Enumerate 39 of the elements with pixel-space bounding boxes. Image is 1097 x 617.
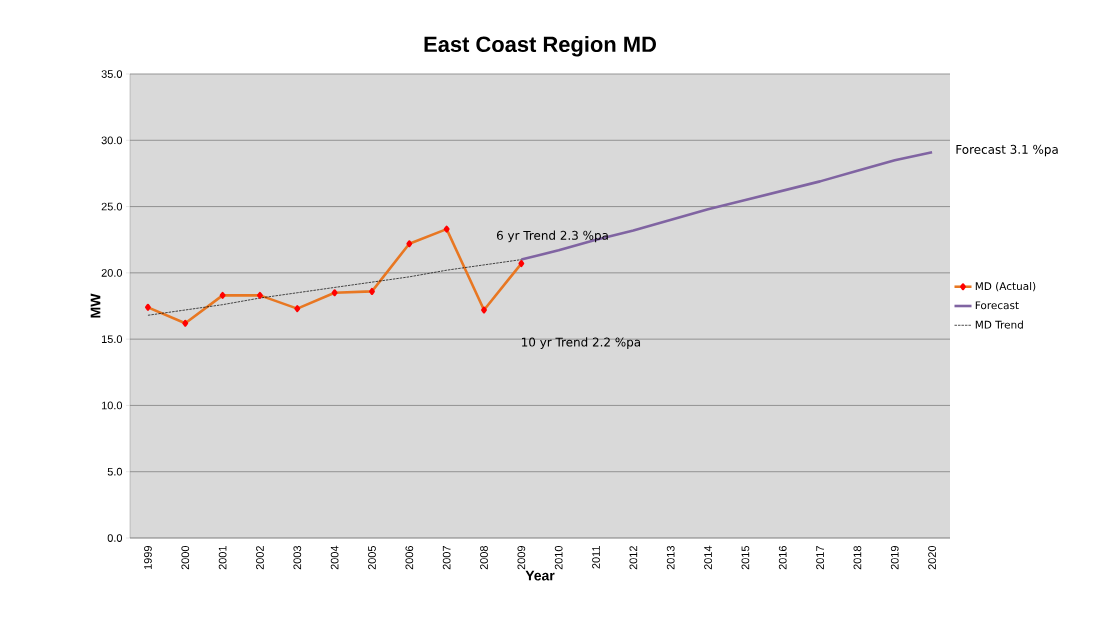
x-tick-label: 2011 xyxy=(592,546,600,569)
annotation: 10 yr Trend 2.2 %pa xyxy=(522,337,641,349)
y-tick-label: 30.0 xyxy=(101,136,123,145)
legend-label: Forecast xyxy=(975,301,1019,310)
y-tick-label: 20.0 xyxy=(101,268,123,277)
chart-title: East Coast Region MD xyxy=(424,35,656,57)
x-tick-label: 2013 xyxy=(666,546,675,570)
x-tick-label: 2004 xyxy=(330,545,339,570)
x-tick-label: 2009 xyxy=(517,546,526,570)
x-tick-label: 2005 xyxy=(368,545,376,570)
text: Forecast 3.1 %pa xyxy=(956,144,1058,157)
x-tick-label: 2012 xyxy=(629,546,638,570)
x-tick-label: 2020 xyxy=(928,545,936,570)
x-tick-label: 2000 xyxy=(181,545,190,570)
x-tick-label: 2007 xyxy=(442,546,451,570)
x-tick-label: 2010 xyxy=(554,545,563,570)
legend-label: MD (Actual) xyxy=(975,282,1036,292)
y-tick-label: 0.0 xyxy=(107,534,123,542)
y-tick-label: 10.0 xyxy=(101,401,123,410)
x-tick-label: 2002 xyxy=(256,546,264,570)
y-tick-label: 25.0 xyxy=(101,202,123,211)
x-tick-label: 2019 xyxy=(890,546,899,570)
x-tick-label: 2017 xyxy=(816,546,824,570)
x-tick-label: 2008 xyxy=(480,546,488,570)
x-tick-label: 2014 xyxy=(704,545,712,570)
annotation: 6 yr Trend 2.3 %pa xyxy=(496,230,608,243)
x-tick-label: 2016 xyxy=(778,546,787,570)
x-tick-label: 2001 xyxy=(218,546,227,570)
x-tick-label: 2006 xyxy=(405,546,414,570)
y-axis-title: MW xyxy=(90,293,101,318)
x-axis-title: Year xyxy=(525,570,555,581)
x-tick-label: 2003 xyxy=(293,546,302,570)
x-tick-label: 2015 xyxy=(741,545,750,570)
y-tick-label: 35.0 xyxy=(101,70,123,78)
legend-label: MD Trend xyxy=(975,320,1023,329)
x-tick-label: 2018 xyxy=(853,546,862,570)
y-tick-label: 5.0 xyxy=(107,467,123,476)
y-tick-label: 15.0 xyxy=(101,335,123,344)
x-tick-label: 1999 xyxy=(144,546,152,570)
